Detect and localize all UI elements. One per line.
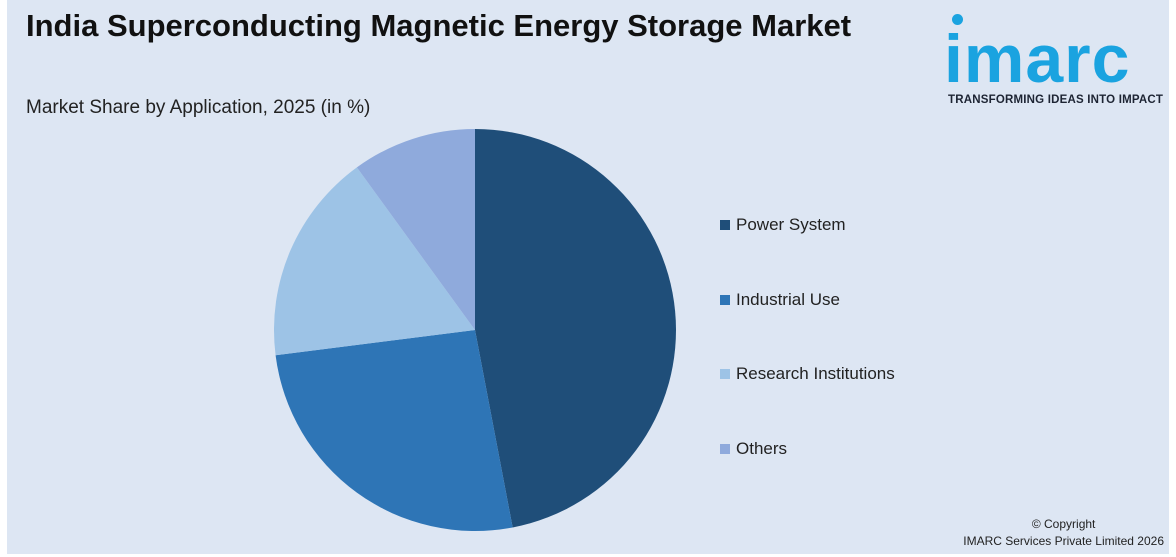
logo-wordmark: imarc: [944, 21, 1131, 97]
legend-label: Industrial Use: [736, 289, 840, 309]
legend-swatch: [720, 443, 730, 454]
legend-swatch: [720, 220, 730, 230]
copyright-line-2: IMARC Services Private Limited 2026: [963, 534, 1164, 548]
legend-item-research-institutions: Research Institutions: [720, 363, 895, 385]
legend-swatch: [720, 369, 730, 379]
pie-slice-industrial-use: [275, 330, 513, 532]
pie-slice-research-institutions: [273, 167, 475, 356]
legend-swatch: [720, 294, 730, 305]
legend-item-others: Others: [720, 438, 787, 460]
imarc-logo: imarc TRANSFORMING IDEAS INTO IMPACT: [944, 12, 1172, 112]
pie-slice-power-system: [475, 129, 676, 528]
logo-tagline: TRANSFORMING IDEAS INTO IMPACT: [948, 94, 1164, 106]
chart-subtitle: Market Share by Application, 2025 (in %): [26, 97, 371, 118]
legend-label: Others: [736, 438, 788, 458]
legend-label: Research Institutions: [736, 364, 895, 383]
logo-dot-icon: [952, 14, 963, 25]
chart-title: India Superconducting Magnetic Energy St…: [26, 8, 852, 43]
legend-label: Power System: [736, 215, 846, 234]
copyright-notice: © Copyright IMARC Services Private Limit…: [963, 516, 1164, 550]
legend-item-power-system: Power System: [720, 214, 846, 236]
copyright-line-1: © Copyright: [1031, 517, 1096, 531]
legend-item-industrial-use: Industrial Use: [720, 289, 840, 311]
pie-slice-others: [356, 129, 475, 330]
